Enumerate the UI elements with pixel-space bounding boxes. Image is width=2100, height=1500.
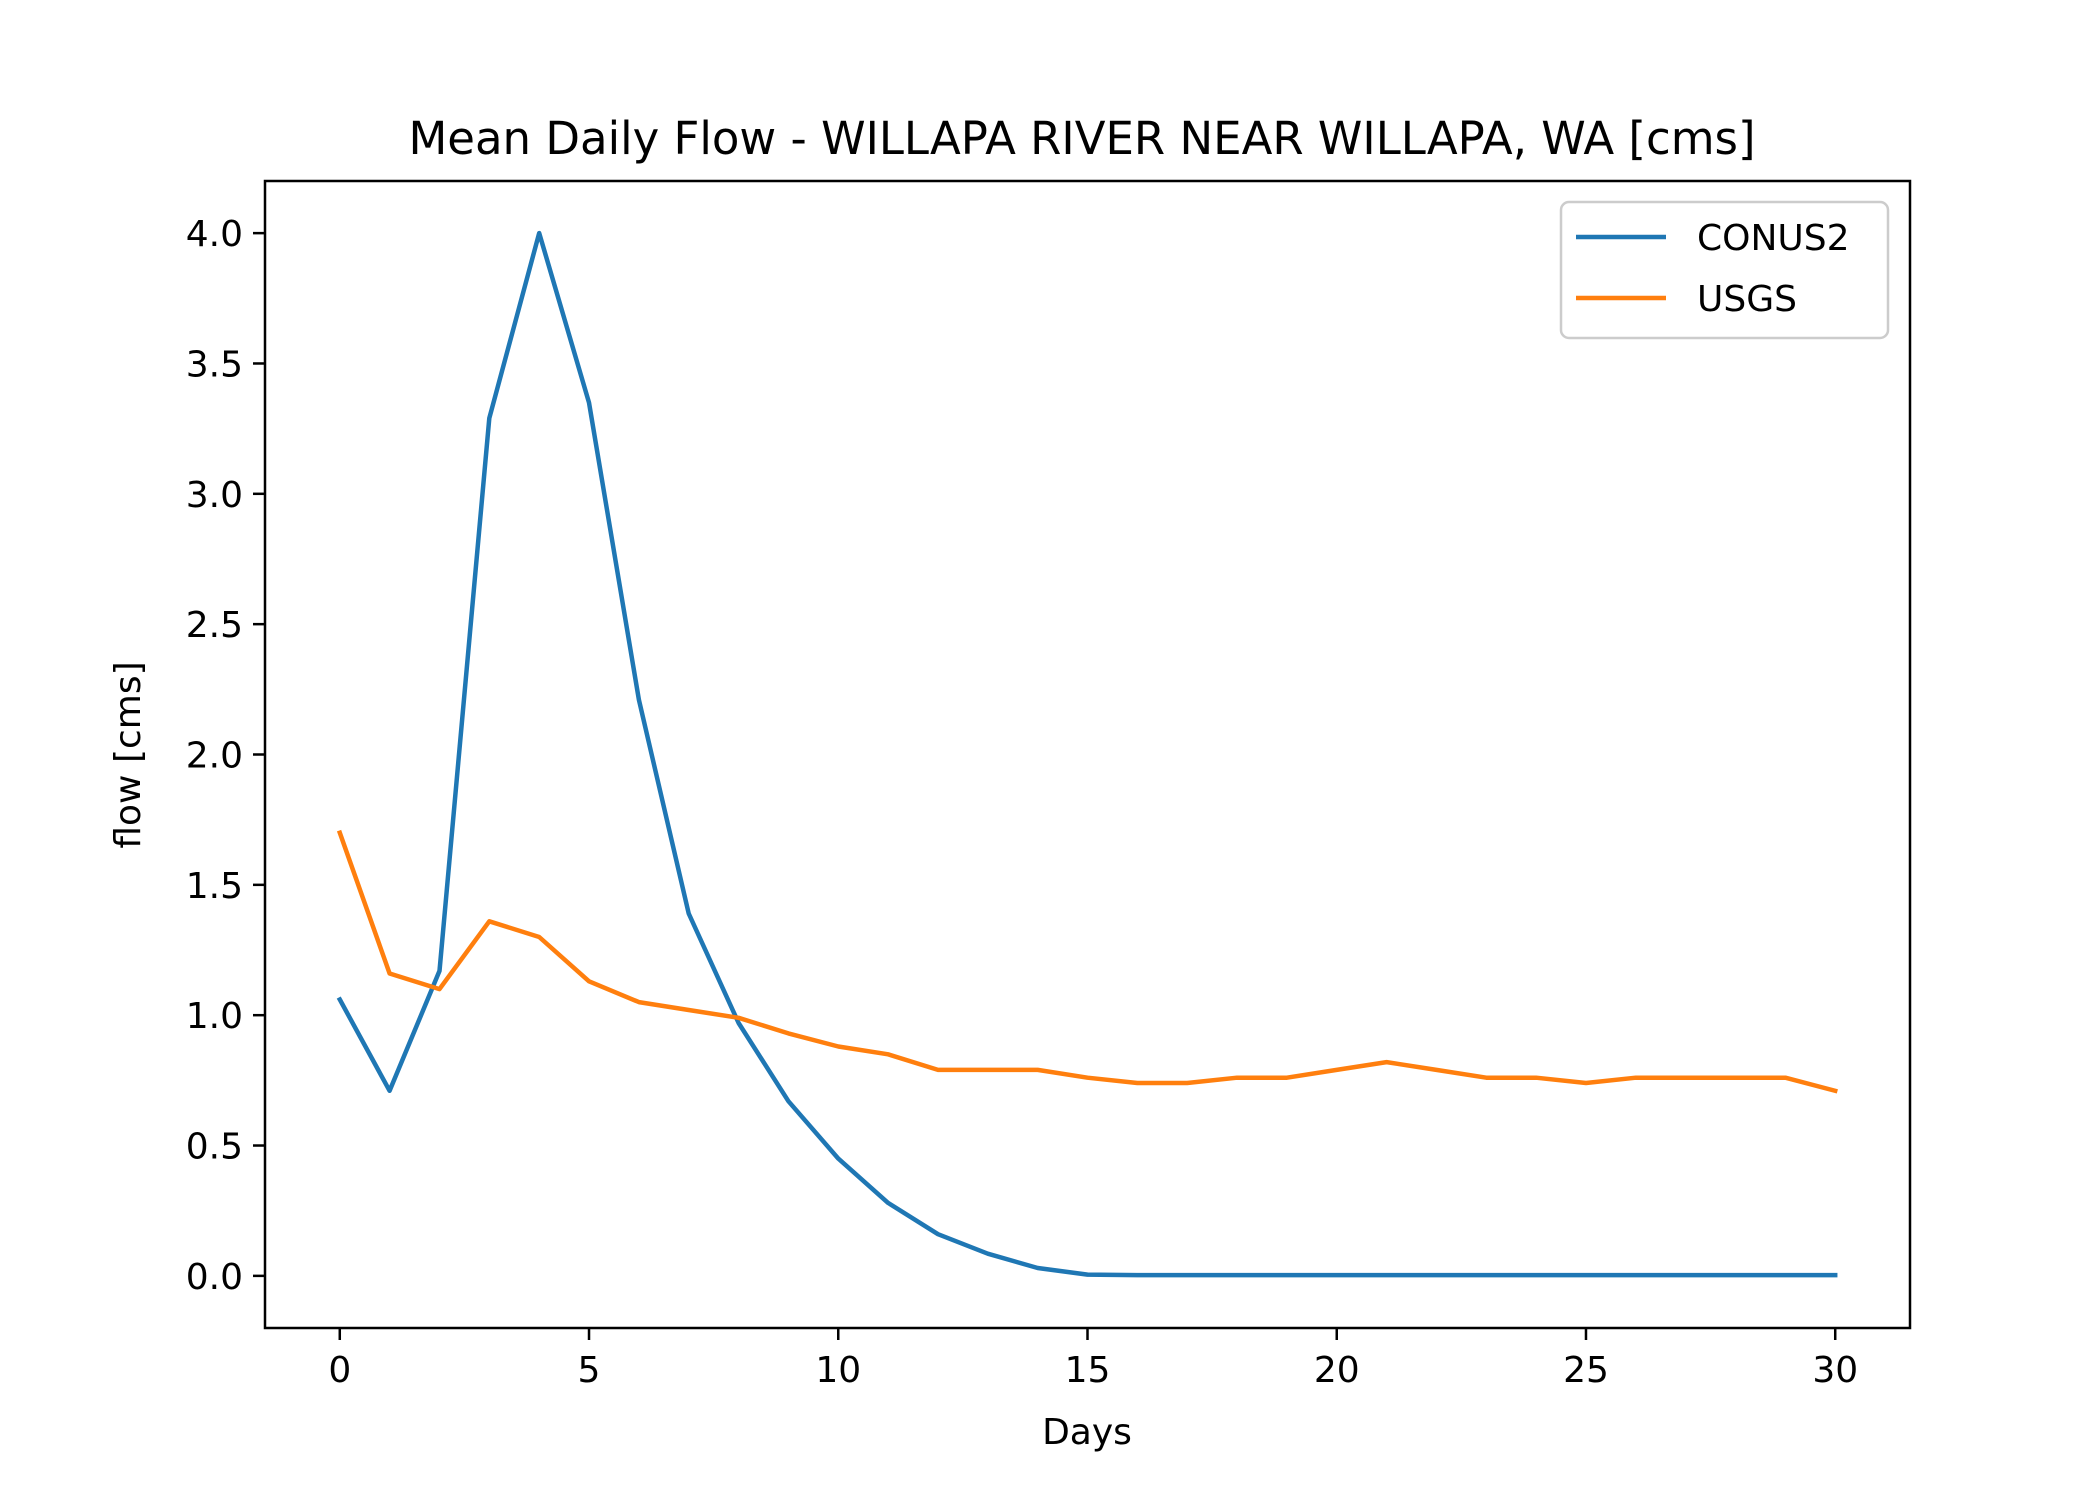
series-line-usgs (336, 829, 1838, 1094)
y-axis-label: flow [cms] (108, 661, 149, 848)
x-tick-label: 10 (815, 1350, 861, 1391)
y-tick-label: 0.5 (186, 1127, 243, 1168)
y-tick-label: 4.0 (186, 214, 243, 255)
x-tick-label: 20 (1314, 1350, 1360, 1391)
legend: CONUS2 USGS (1559, 200, 1890, 340)
legend-label-usgs: USGS (1697, 279, 1797, 320)
y-tick-label: 1.5 (186, 866, 243, 907)
x-axis-label: Days (1042, 1412, 1132, 1453)
x-tick-label: 15 (1065, 1350, 1111, 1391)
legend-label-conus2: CONUS2 (1697, 218, 1850, 259)
x-tick-label: 30 (1812, 1350, 1858, 1391)
plot-lines (336, 230, 1838, 1278)
y-tick-label: 2.0 (186, 736, 243, 777)
chart-title: Mean Daily Flow - WILLAPA RIVER NEAR WIL… (408, 112, 1755, 165)
y-tick-label: 1.0 (186, 996, 243, 1037)
x-tick-label: 0 (328, 1350, 351, 1391)
x-tick-label: 25 (1563, 1350, 1609, 1391)
x-tick-label: 5 (578, 1350, 601, 1391)
series-line-conus2 (336, 230, 1838, 1278)
y-tick-label: 3.5 (186, 344, 243, 385)
y-tick-label: 0.0 (186, 1257, 243, 1298)
y-tick-label: 2.5 (186, 605, 243, 646)
y-axis-ticks: 0.0 0.5 1.0 1.5 2.0 2.5 3.0 3.5 4.0 (186, 214, 265, 1298)
x-axis-ticks: 0 5 10 15 20 25 30 (328, 1328, 1858, 1391)
y-tick-label: 3.0 (186, 475, 243, 516)
